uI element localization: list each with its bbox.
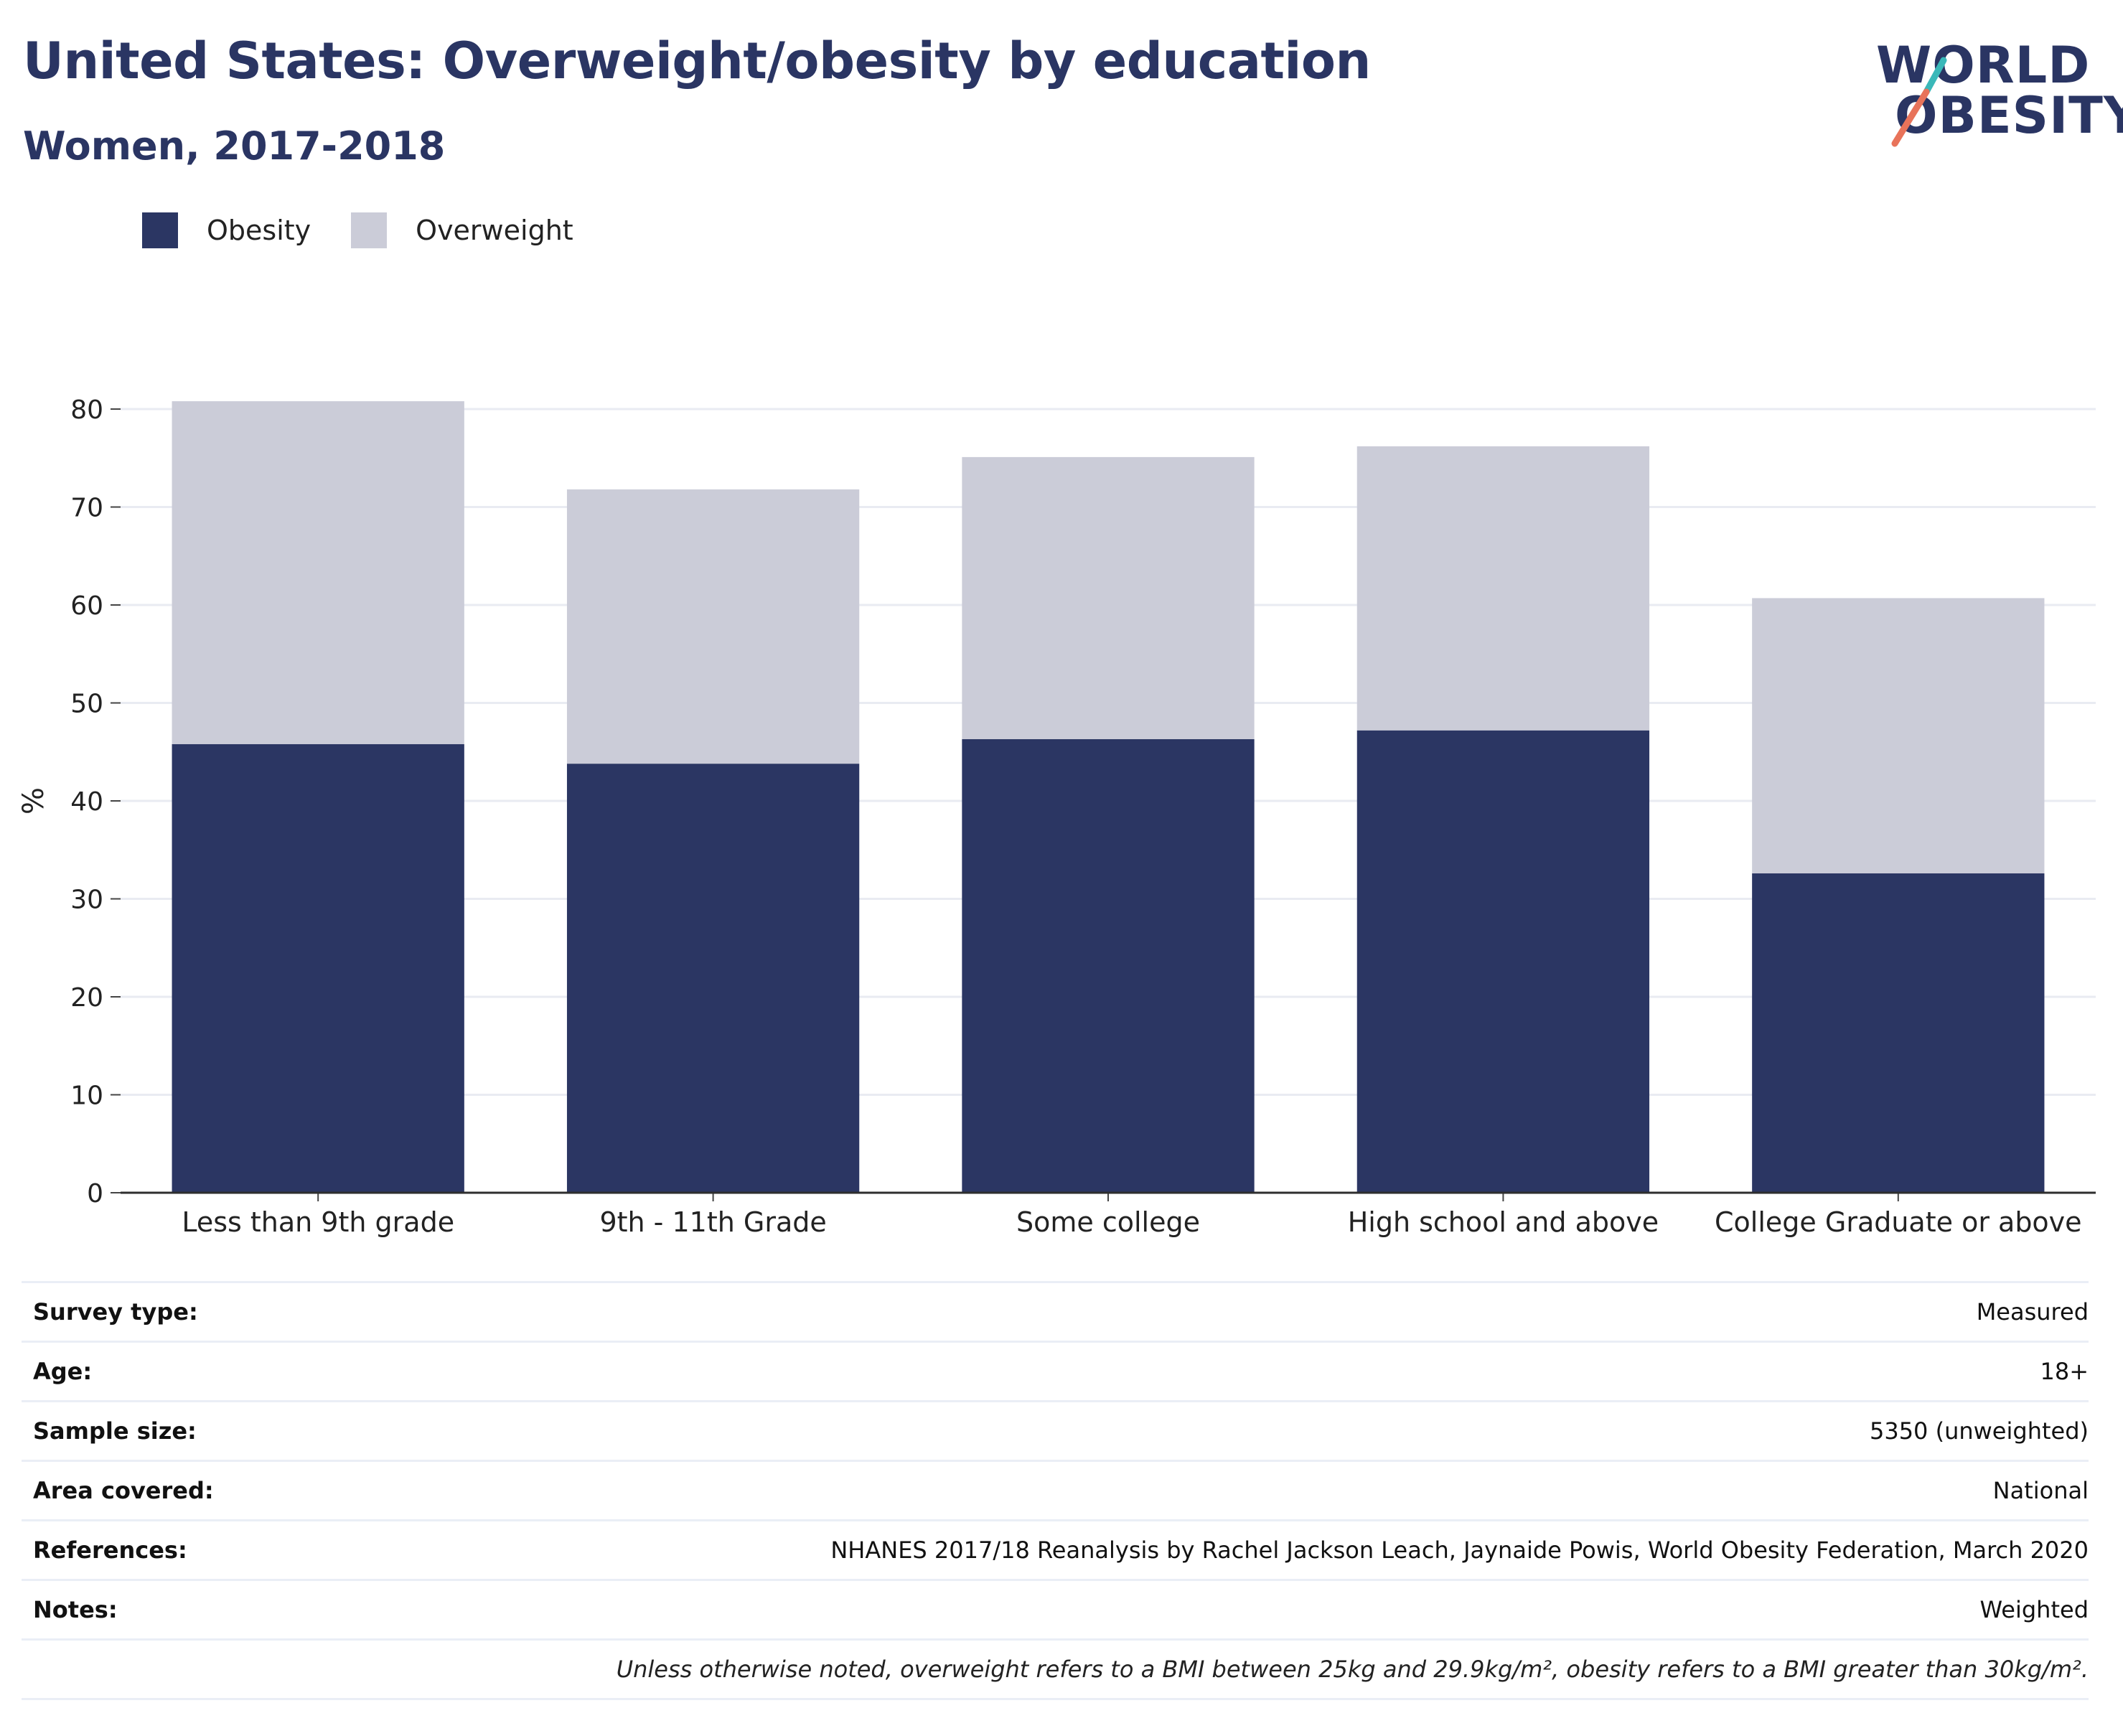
meta-value: 18+ [2040, 1358, 2089, 1385]
x-tick-label: Some college [1016, 1206, 1200, 1238]
y-tick-label: 50 [70, 690, 103, 719]
bar-overweight-3[interactable] [1356, 446, 1650, 731]
meta-label: Notes: [33, 1596, 118, 1623]
y-tick-label: 60 [70, 591, 103, 621]
y-tick-label: 40 [70, 787, 103, 817]
legend-item-overweight[interactable]: Overweight [351, 212, 573, 248]
meta-row-area-covered: Area covered: National [22, 1462, 2089, 1521]
legend-label-obesity: Obesity [207, 215, 311, 246]
x-tick-label: 9th - 11th Grade [599, 1206, 826, 1238]
meta-row-survey-type: Survey type: Measured [22, 1283, 2089, 1343]
survey-metadata-table: Survey type: Measured Age: 18+ Sample si… [22, 1281, 2089, 1700]
meta-value: NHANES 2017/18 Reanalysis by Rachel Jack… [830, 1536, 2089, 1564]
y-tick-label: 20 [70, 983, 103, 1013]
x-tick-label: Less than 9th grade [182, 1206, 454, 1238]
bar-overweight-1[interactable] [566, 489, 860, 764]
meta-row-age: Age: 18+ [22, 1343, 2089, 1402]
x-tick-label: High school and above [1348, 1206, 1659, 1238]
meta-label: References: [33, 1536, 187, 1564]
x-tick-label: College Graduate or above [1715, 1206, 2082, 1238]
legend-swatch-obesity [142, 212, 178, 248]
stacked-bar-chart: 0 10 20 30 40 50 60 70 80 Less than 9th grade 9th… [17, 395, 2096, 1238]
y-tick-label: 10 [70, 1082, 103, 1111]
meta-value: National [1992, 1477, 2089, 1504]
bar-overweight-0[interactable] [172, 401, 464, 744]
meta-label: Survey type: [33, 1298, 198, 1326]
chart-subtitle: Women, 2017-2018 [23, 123, 446, 169]
legend-swatch-overweight [351, 212, 388, 248]
y-tick-label: 70 [70, 494, 103, 523]
meta-label: Age: [33, 1358, 93, 1385]
y-tick-label: 80 [70, 395, 103, 425]
bmi-definition-footnote: Unless otherwise noted, overweight refer… [22, 1641, 2089, 1700]
bar-obesity-2[interactable] [962, 739, 1255, 1193]
meta-row-sample-size: Sample size: 5350 (unweighted) [22, 1402, 2089, 1462]
y-tick-label: 30 [70, 886, 103, 915]
meta-row-notes: Notes: Weighted [22, 1581, 2089, 1641]
meta-label: Sample size: [33, 1417, 197, 1445]
meta-value: Measured [1976, 1298, 2089, 1326]
meta-label: Area covered: [33, 1477, 214, 1504]
bar-obesity-1[interactable] [566, 764, 860, 1193]
logo-slash-icon [1891, 57, 1947, 147]
meta-row-references: References: NHANES 2017/18 Reanalysis by… [22, 1521, 2089, 1581]
world-obesity-logo: WORLD OBESITY [1866, 20, 2123, 149]
meta-value: Weighted [1979, 1596, 2089, 1623]
bar-overweight-4[interactable] [1752, 598, 2045, 874]
legend-label-overweight: Overweight [416, 215, 573, 246]
y-axis-label: % [17, 787, 50, 815]
chart-title: United States: Overweight/obesity by edu… [23, 32, 1371, 90]
bar-obesity-0[interactable] [172, 743, 464, 1193]
bar-obesity-3[interactable] [1356, 730, 1650, 1193]
bar-obesity-4[interactable] [1752, 873, 2045, 1193]
logo-line-2: OBESITY [1895, 86, 2123, 145]
chart-legend: Obesity Overweight [142, 212, 614, 248]
legend-item-obesity[interactable]: Obesity [142, 212, 311, 248]
meta-value: 5350 (unweighted) [1869, 1417, 2089, 1445]
bar-overweight-2[interactable] [962, 456, 1255, 740]
logo-line-1: WORLD [1876, 36, 2091, 95]
y-tick-label: 0 [87, 1179, 103, 1209]
